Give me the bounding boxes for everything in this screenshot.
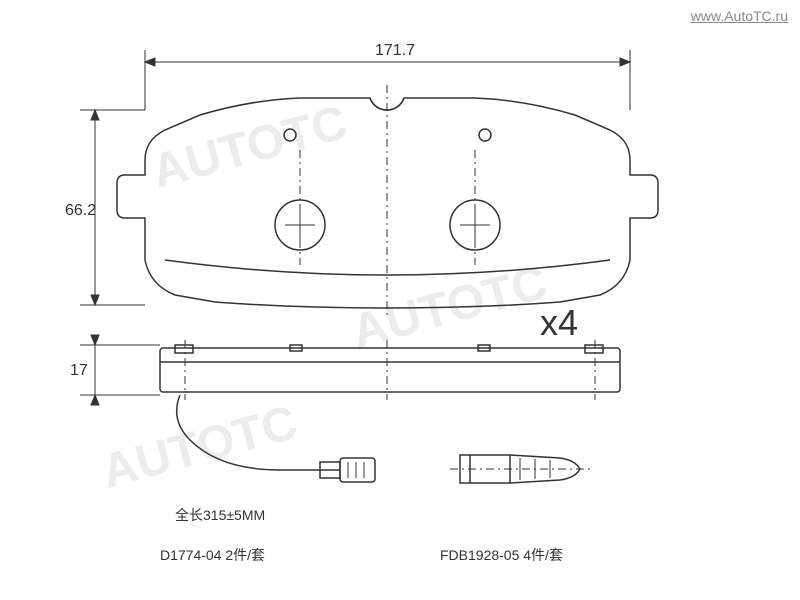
- wire-length-label: 全长315±5MM: [175, 507, 265, 523]
- quantity-label: x4: [540, 302, 578, 343]
- dim-thickness: 17: [70, 362, 88, 379]
- technical-drawing: 171.7 66.2 x4 17 全长315±5MM D1774-04 2件/套…: [0, 0, 800, 600]
- dim-width: 171.7: [375, 42, 415, 59]
- dim-height: 66.2: [65, 202, 96, 219]
- part-right-label: FDB1928-05 4件/套: [440, 547, 563, 563]
- part-left-label: D1774-04 2件/套: [160, 547, 265, 563]
